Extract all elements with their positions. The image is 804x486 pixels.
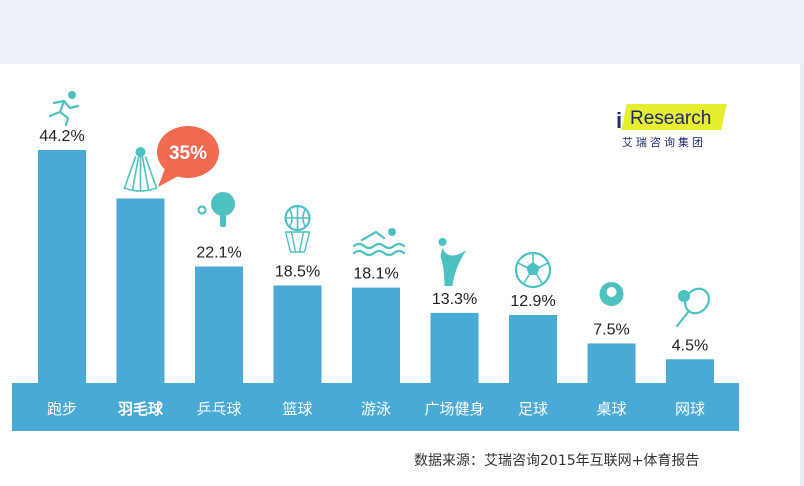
data-source: 数据来源：艾瑞咨询2015年互联网+体育报告	[414, 453, 700, 469]
highlight-bubble: 35%	[157, 126, 219, 187]
bar-2	[116, 198, 165, 383]
iresearch-logo: i Research 艾瑞咨询集团	[612, 100, 727, 150]
category-axis-band	[12, 383, 739, 431]
category-label: 网球	[675, 400, 705, 418]
basketball-icon	[284, 204, 311, 253]
category-label: 桌球	[596, 400, 626, 418]
logo-subtitle: 艾瑞咨询集团	[622, 136, 706, 149]
highlight-label: 35%	[169, 143, 207, 164]
value-label: 18.1%	[353, 266, 398, 283]
logo-brand: Research	[630, 108, 712, 129]
category-label: 广场健身	[424, 400, 484, 418]
category-label: 跑步	[47, 400, 77, 418]
soccer-ball-icon	[514, 251, 552, 289]
billiard-ball-icon	[599, 282, 624, 306]
shuttlecock-icon	[123, 147, 158, 192]
bar-3	[195, 266, 243, 383]
header-band	[0, 0, 804, 64]
page-edge	[800, 64, 804, 486]
bar-6	[430, 312, 479, 383]
dancer-icon	[438, 238, 467, 286]
value-label: 7.5%	[593, 321, 629, 338]
category-label: 羽毛球	[118, 400, 164, 418]
ping-pong-paddle-icon	[197, 192, 235, 227]
category-label: 足球	[518, 400, 548, 418]
category-label: 篮球	[282, 400, 312, 418]
runner-icon	[48, 91, 80, 127]
bar-4	[273, 285, 322, 383]
tennis-icon	[675, 287, 710, 328]
value-label: 22.1%	[196, 245, 241, 262]
value-label: 4.5%	[672, 337, 708, 354]
bar-1	[38, 150, 86, 383]
value-label: 13.3%	[432, 291, 477, 308]
value-label: 44.2%	[39, 128, 84, 145]
category-label: 游泳	[361, 400, 391, 418]
value-label: 18.5%	[275, 263, 320, 280]
value-label: 12.9%	[510, 293, 555, 310]
bar-9	[666, 359, 714, 383]
bar-8	[587, 343, 636, 383]
swimmer-icon	[352, 228, 406, 257]
category-label: 乒乓球	[196, 400, 241, 418]
logo-prefix: i	[616, 108, 623, 133]
bar-5	[352, 287, 400, 383]
bar-7	[509, 314, 557, 383]
